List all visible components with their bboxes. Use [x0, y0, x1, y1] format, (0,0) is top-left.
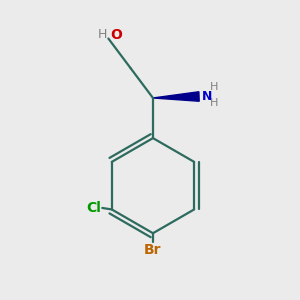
Text: Br: Br [144, 244, 162, 257]
Text: H: H [210, 82, 219, 92]
Text: Cl: Cl [86, 201, 101, 215]
Polygon shape [153, 92, 199, 101]
Text: O: O [110, 28, 122, 42]
Text: H: H [98, 28, 107, 41]
Text: N: N [201, 90, 212, 103]
Text: H: H [210, 98, 219, 108]
